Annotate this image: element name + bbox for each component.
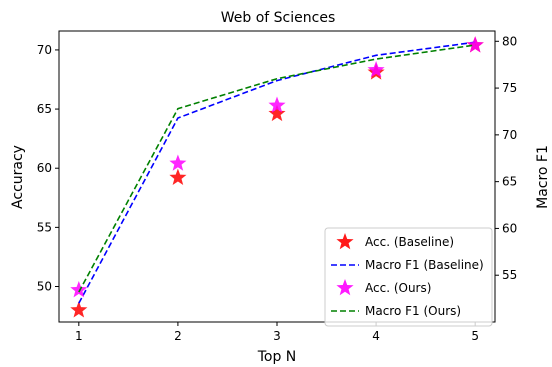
- acc-ours-point: [268, 96, 286, 113]
- macro-f1-baseline-line: [78, 41, 476, 304]
- y-axis-right: 55 60 65 70 75 80: [495, 34, 517, 282]
- x-tick-label: 1: [75, 329, 83, 343]
- y-left-tick-label: 55: [37, 220, 52, 234]
- acc-baseline-point: [268, 104, 286, 122]
- acc-ours-point: [169, 154, 187, 171]
- y-left-tick-label: 50: [37, 280, 52, 294]
- y-left-tick-label: 65: [37, 102, 52, 116]
- legend-label-acc-baseline: Acc. (Baseline): [365, 235, 454, 249]
- y-right-tick-label: 55: [502, 268, 517, 282]
- legend-label-macro-f1-baseline: Macro F1 (Baseline): [365, 258, 484, 272]
- x-tick-label: 2: [174, 329, 182, 343]
- y-axis-right-title: Macro F1: [535, 145, 551, 209]
- y-left-tick-label: 70: [37, 43, 52, 57]
- y-right-tick-label: 60: [502, 221, 517, 235]
- acc-baseline-point: [70, 301, 88, 318]
- legend-swatch-acc-ours: [336, 279, 354, 296]
- y-axis-left: 50 55 60 65 70: [37, 43, 59, 294]
- acc-ours-point: [367, 61, 385, 78]
- legend-label-macro-f1-ours: Macro F1 (Ours): [365, 304, 461, 318]
- acc-baseline-point: [169, 168, 187, 185]
- acc-ours-point: [466, 36, 484, 53]
- legend: Acc. (Baseline) Macro F1 (Baseline) Acc. (…: [324, 227, 493, 327]
- legend-label-acc-ours: Acc. (Ours): [365, 281, 431, 295]
- x-axis-title: Top N: [257, 349, 297, 365]
- macro-f1-ours-line: [78, 44, 476, 293]
- x-tick-label: 4: [372, 329, 380, 343]
- plot-marks: [70, 36, 484, 318]
- y-left-tick-label: 60: [37, 161, 52, 175]
- y-axis-left-title: Accuracy: [10, 145, 26, 209]
- legend-swatch-acc-baseline: [336, 233, 354, 250]
- legend-box: [324, 227, 493, 327]
- y-right-tick-label: 75: [502, 81, 517, 95]
- y-right-tick-label: 65: [502, 175, 517, 189]
- chart-title: Web of Sciences: [221, 10, 335, 26]
- y-right-tick-label: 80: [502, 34, 517, 48]
- x-tick-label: 5: [471, 329, 479, 343]
- acc-ours-point: [70, 281, 88, 298]
- x-tick-label: 3: [273, 329, 281, 343]
- y-right-tick-label: 70: [502, 128, 517, 142]
